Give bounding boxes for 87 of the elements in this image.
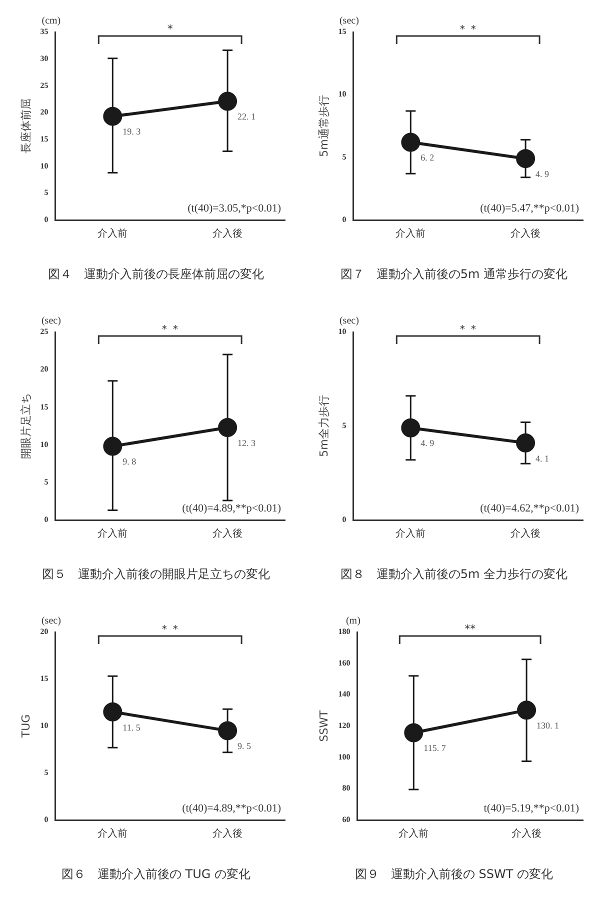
x-tick-label: 介入前 [98, 828, 128, 840]
annotation: ＊＊ [159, 622, 182, 636]
y-tick-label: 15 [40, 674, 48, 684]
annotation: (t(40)=4.89,**p<0.01) [182, 802, 282, 814]
y-tick-label: 10 [40, 721, 48, 730]
y-tick-label: 5 [342, 152, 346, 162]
x-tick-label: 介入後 [212, 528, 243, 540]
y-axis-title: TUG [19, 714, 32, 739]
data-label: 130. 1 [536, 720, 560, 731]
y-tick-label: 120 [338, 721, 350, 730]
y-tick-label: 5 [44, 477, 48, 486]
y-axis-title: 長座体前屈 [19, 98, 32, 154]
x-tick-label: 介入前 [98, 228, 128, 240]
y-tick-label: 5 [44, 188, 48, 198]
y-tick-label: 10 [40, 440, 48, 449]
text: (m) [346, 616, 360, 627]
y-tick-label: 100 [338, 752, 350, 762]
x-tick-label: 介入前 [398, 828, 429, 840]
y-tick-label: 5 [44, 768, 48, 778]
data-label: 4. 9 [536, 168, 550, 179]
y-tick-label: 15 [40, 134, 48, 144]
y-tick-label: 20 [40, 627, 48, 636]
text: (cm) [42, 16, 61, 27]
y-tick-label: 20 [40, 108, 48, 117]
annotation: ＊＊ [457, 322, 480, 336]
x-tick-label: 介入後 [510, 228, 541, 240]
y-tick-label: 0 [44, 515, 48, 524]
text: 図４ 運動介入前後の長座体前屈の変化 [48, 266, 264, 283]
data-label: 6. 2 [420, 152, 434, 163]
y-axis-title: 5m全力歩行 [317, 395, 330, 457]
y-axis-title: 5m通常歩行 [317, 95, 330, 157]
y-axis-title: 開眼片足立ち [19, 393, 32, 459]
y-tick-label: 60 [342, 815, 350, 824]
y-tick-label: 140 [338, 690, 350, 699]
annotation: (t(40)=4.62,**p<0.01) [480, 502, 580, 514]
y-tick-label: 35 [40, 27, 48, 36]
y-tick-label: 0 [342, 215, 346, 224]
annotation: t(40)=5.19,**p<0.01) [484, 802, 580, 814]
y-tick-label: 15 [338, 27, 346, 36]
annotation: ** [464, 622, 476, 636]
y-tick-label: 10 [338, 327, 346, 336]
y-axis-title: SSWT [317, 710, 330, 742]
data-label: 115. 7 [424, 743, 446, 754]
data-label: 11. 5 [122, 722, 141, 732]
text: 図７ 運動介入前後の5m 通常歩行の変化 [340, 266, 568, 283]
annotation: ＊＊ [159, 322, 182, 336]
data-label: 22. 1 [238, 112, 256, 122]
y-tick-label: 25 [40, 327, 48, 336]
y-tick-label: 0 [44, 815, 48, 824]
annotation: (t(40)=5.47,**p<0.01) [480, 202, 580, 214]
data-label: 19. 3 [122, 126, 142, 137]
y-tick-label: 20 [40, 364, 48, 374]
x-tick-label: 介入前 [98, 528, 128, 540]
annotation: * [167, 22, 174, 36]
text: 図５ 運動介入前後の開眼片足立ちの変化 [42, 566, 270, 583]
y-tick-label: 5 [342, 421, 346, 430]
y-tick-label: 180 [338, 627, 350, 636]
text: 図９ 運動介入前後の SSWT の変化 [354, 866, 554, 883]
x-tick-label: 介入後 [212, 828, 243, 840]
y-tick-label: 0 [44, 215, 48, 224]
x-tick-label: 介入前 [396, 528, 426, 540]
y-tick-label: 10 [40, 161, 48, 170]
text: (sec) [339, 16, 359, 27]
annotation: (t(40)=4.89,**p<0.01) [182, 502, 282, 514]
y-tick-label: 160 [338, 658, 350, 668]
text: 図６ 運動介入前後の TUG の変化 [61, 866, 251, 883]
x-tick-label: 介入後 [212, 228, 243, 240]
data-label: 4. 1 [536, 453, 550, 464]
text: (sec) [339, 316, 359, 327]
x-tick-label: 介入後 [510, 528, 541, 540]
annotation: (t(40)=3.05,*p<0.01) [188, 202, 282, 214]
y-tick-label: 15 [40, 402, 48, 412]
text: (sec) [41, 316, 61, 327]
annotation: ＊＊ [457, 22, 480, 36]
x-tick-label: 介入前 [396, 228, 426, 240]
text: 図８ 運動介入前後の5m 全力歩行の変化 [340, 566, 568, 583]
y-tick-label: 10 [338, 90, 346, 99]
data-label: 9. 8 [122, 456, 137, 467]
data-label: 4. 9 [420, 438, 435, 448]
text: (sec) [41, 616, 61, 627]
x-tick-label: 介入後 [512, 828, 542, 840]
data-label: 12. 3 [238, 438, 256, 448]
data-label: 9. 5 [238, 741, 252, 752]
y-tick-label: 80 [342, 784, 350, 793]
y-tick-label: 25 [40, 80, 48, 90]
y-tick-label: 30 [40, 54, 48, 63]
y-tick-label: 0 [342, 515, 346, 524]
